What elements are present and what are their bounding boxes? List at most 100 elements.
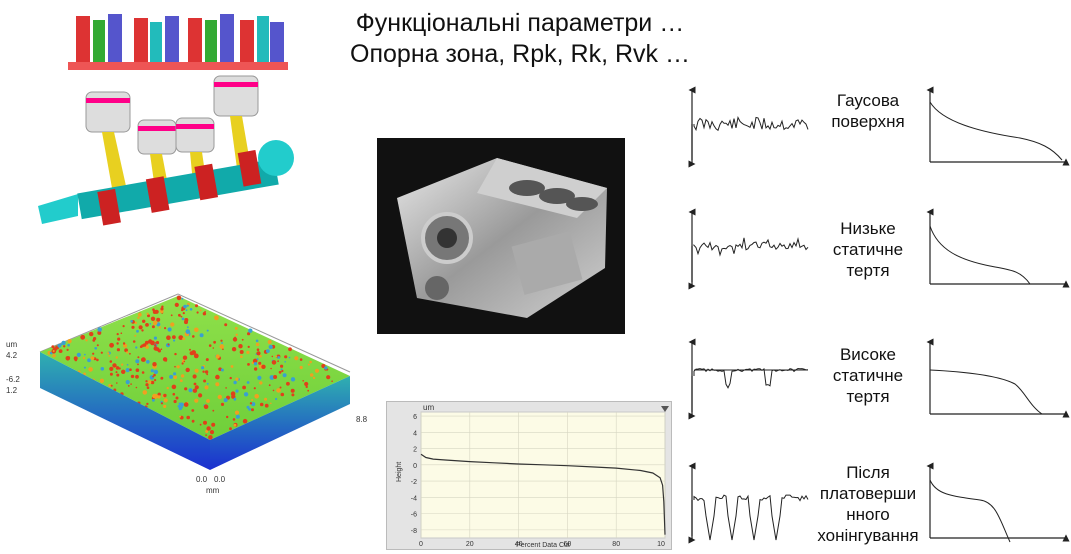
surface-peak <box>100 351 103 354</box>
surface-peak <box>235 389 239 393</box>
surface-peak <box>136 329 139 333</box>
surface-peak <box>184 318 189 322</box>
y-tick-label: 6 <box>413 414 417 421</box>
surface-peak <box>183 402 189 407</box>
surface-peak <box>220 368 224 372</box>
surface-peak <box>279 386 282 389</box>
surface-peak <box>166 335 171 340</box>
surface-peak <box>176 295 182 301</box>
surface-peak <box>271 355 274 358</box>
surface-peak <box>108 383 112 387</box>
label-line: статичне <box>832 240 904 259</box>
surface-peak <box>280 392 285 397</box>
surface-peak <box>178 406 182 411</box>
surface-peak <box>204 370 209 374</box>
surface-peak <box>166 386 169 390</box>
surface-peak <box>238 344 243 349</box>
surface-peak <box>130 374 135 379</box>
surface-peak <box>286 381 290 386</box>
surface-peak <box>142 343 147 347</box>
surface-peak <box>220 402 225 406</box>
surface-peak <box>224 323 228 327</box>
surface-peak <box>215 382 220 387</box>
surface-peak <box>84 353 86 356</box>
surface-peak <box>179 415 182 418</box>
surface-peak <box>172 392 176 396</box>
surface-peak <box>247 345 250 348</box>
surface-peak <box>177 405 181 408</box>
surface-peak <box>280 364 284 368</box>
surface-peaks <box>47 295 333 440</box>
surface-peak <box>178 335 184 340</box>
surface-peak <box>208 435 213 440</box>
surface-peak <box>220 339 223 342</box>
roughness-profile <box>693 367 809 389</box>
surface-peak <box>151 325 155 329</box>
surface-peak <box>121 369 126 374</box>
surface-peak <box>259 381 263 385</box>
surface-peak <box>155 341 160 345</box>
surface-peak <box>198 393 203 398</box>
surface-peak <box>186 304 189 307</box>
surface-peak <box>234 336 237 339</box>
surface-peak <box>116 348 120 352</box>
surface-peak <box>115 371 118 374</box>
surface-peak <box>116 373 120 377</box>
surface-peak <box>194 368 199 373</box>
surface-peak <box>147 380 152 384</box>
x-tick-label: 0 <box>419 541 423 548</box>
surface-peak <box>109 360 113 363</box>
profile-row <box>688 86 1070 168</box>
surface-peak <box>288 347 292 352</box>
surface-peak <box>127 385 130 387</box>
surface-peak <box>126 351 129 354</box>
surface-peak <box>233 423 237 427</box>
surface-peak <box>173 399 177 404</box>
surface-peak <box>267 340 272 344</box>
surface-peak <box>215 354 220 359</box>
surface-peak <box>61 340 66 346</box>
surface-peak <box>192 374 197 379</box>
surface-peak <box>132 340 136 343</box>
surface-peak <box>277 360 279 363</box>
surface-peak <box>326 375 331 380</box>
surface-peak <box>246 405 250 409</box>
label-high-static-friction: Високе статичне тертя <box>808 344 928 407</box>
surface-peak <box>169 374 174 379</box>
y-axis-label: Height <box>396 462 403 482</box>
label-line: статичне <box>832 366 904 385</box>
surface-peak <box>252 358 258 364</box>
surface-peak <box>276 388 281 393</box>
surface-peak <box>204 310 206 313</box>
surface-peak <box>248 328 253 333</box>
surface-peak <box>253 367 258 371</box>
surface-peak <box>137 356 140 359</box>
xy-tick-3: 8.8 <box>356 415 368 424</box>
y-tick-label: 0 <box>413 463 417 470</box>
surface-peak <box>222 348 224 351</box>
page-title: Функціональні параметри … Опорна зона, R… <box>290 8 750 70</box>
surface-peak <box>194 385 199 390</box>
engine-block-photo <box>377 138 625 334</box>
surface-peak <box>187 326 189 329</box>
surface-peak <box>154 379 157 382</box>
surface-peak <box>284 355 288 359</box>
surface-peak <box>243 392 249 397</box>
surface-peak <box>256 348 260 351</box>
label-line: хонінгування <box>817 526 919 545</box>
surface-peak <box>116 333 119 336</box>
surface-peak <box>176 365 180 369</box>
x-tick-label: 40 <box>515 541 523 548</box>
surface-peak <box>76 352 81 357</box>
surface-peak <box>59 343 63 346</box>
label-line: Після <box>846 463 890 482</box>
surface-peak <box>183 304 187 309</box>
surface-peak <box>255 339 259 343</box>
surface-peak <box>52 354 56 358</box>
label-line: Гаусова <box>836 91 900 110</box>
surface-peak <box>233 380 237 385</box>
surface-peak <box>125 368 130 373</box>
surface-peak <box>89 331 94 337</box>
surface-peak <box>156 317 161 322</box>
surface-peak <box>67 343 70 347</box>
